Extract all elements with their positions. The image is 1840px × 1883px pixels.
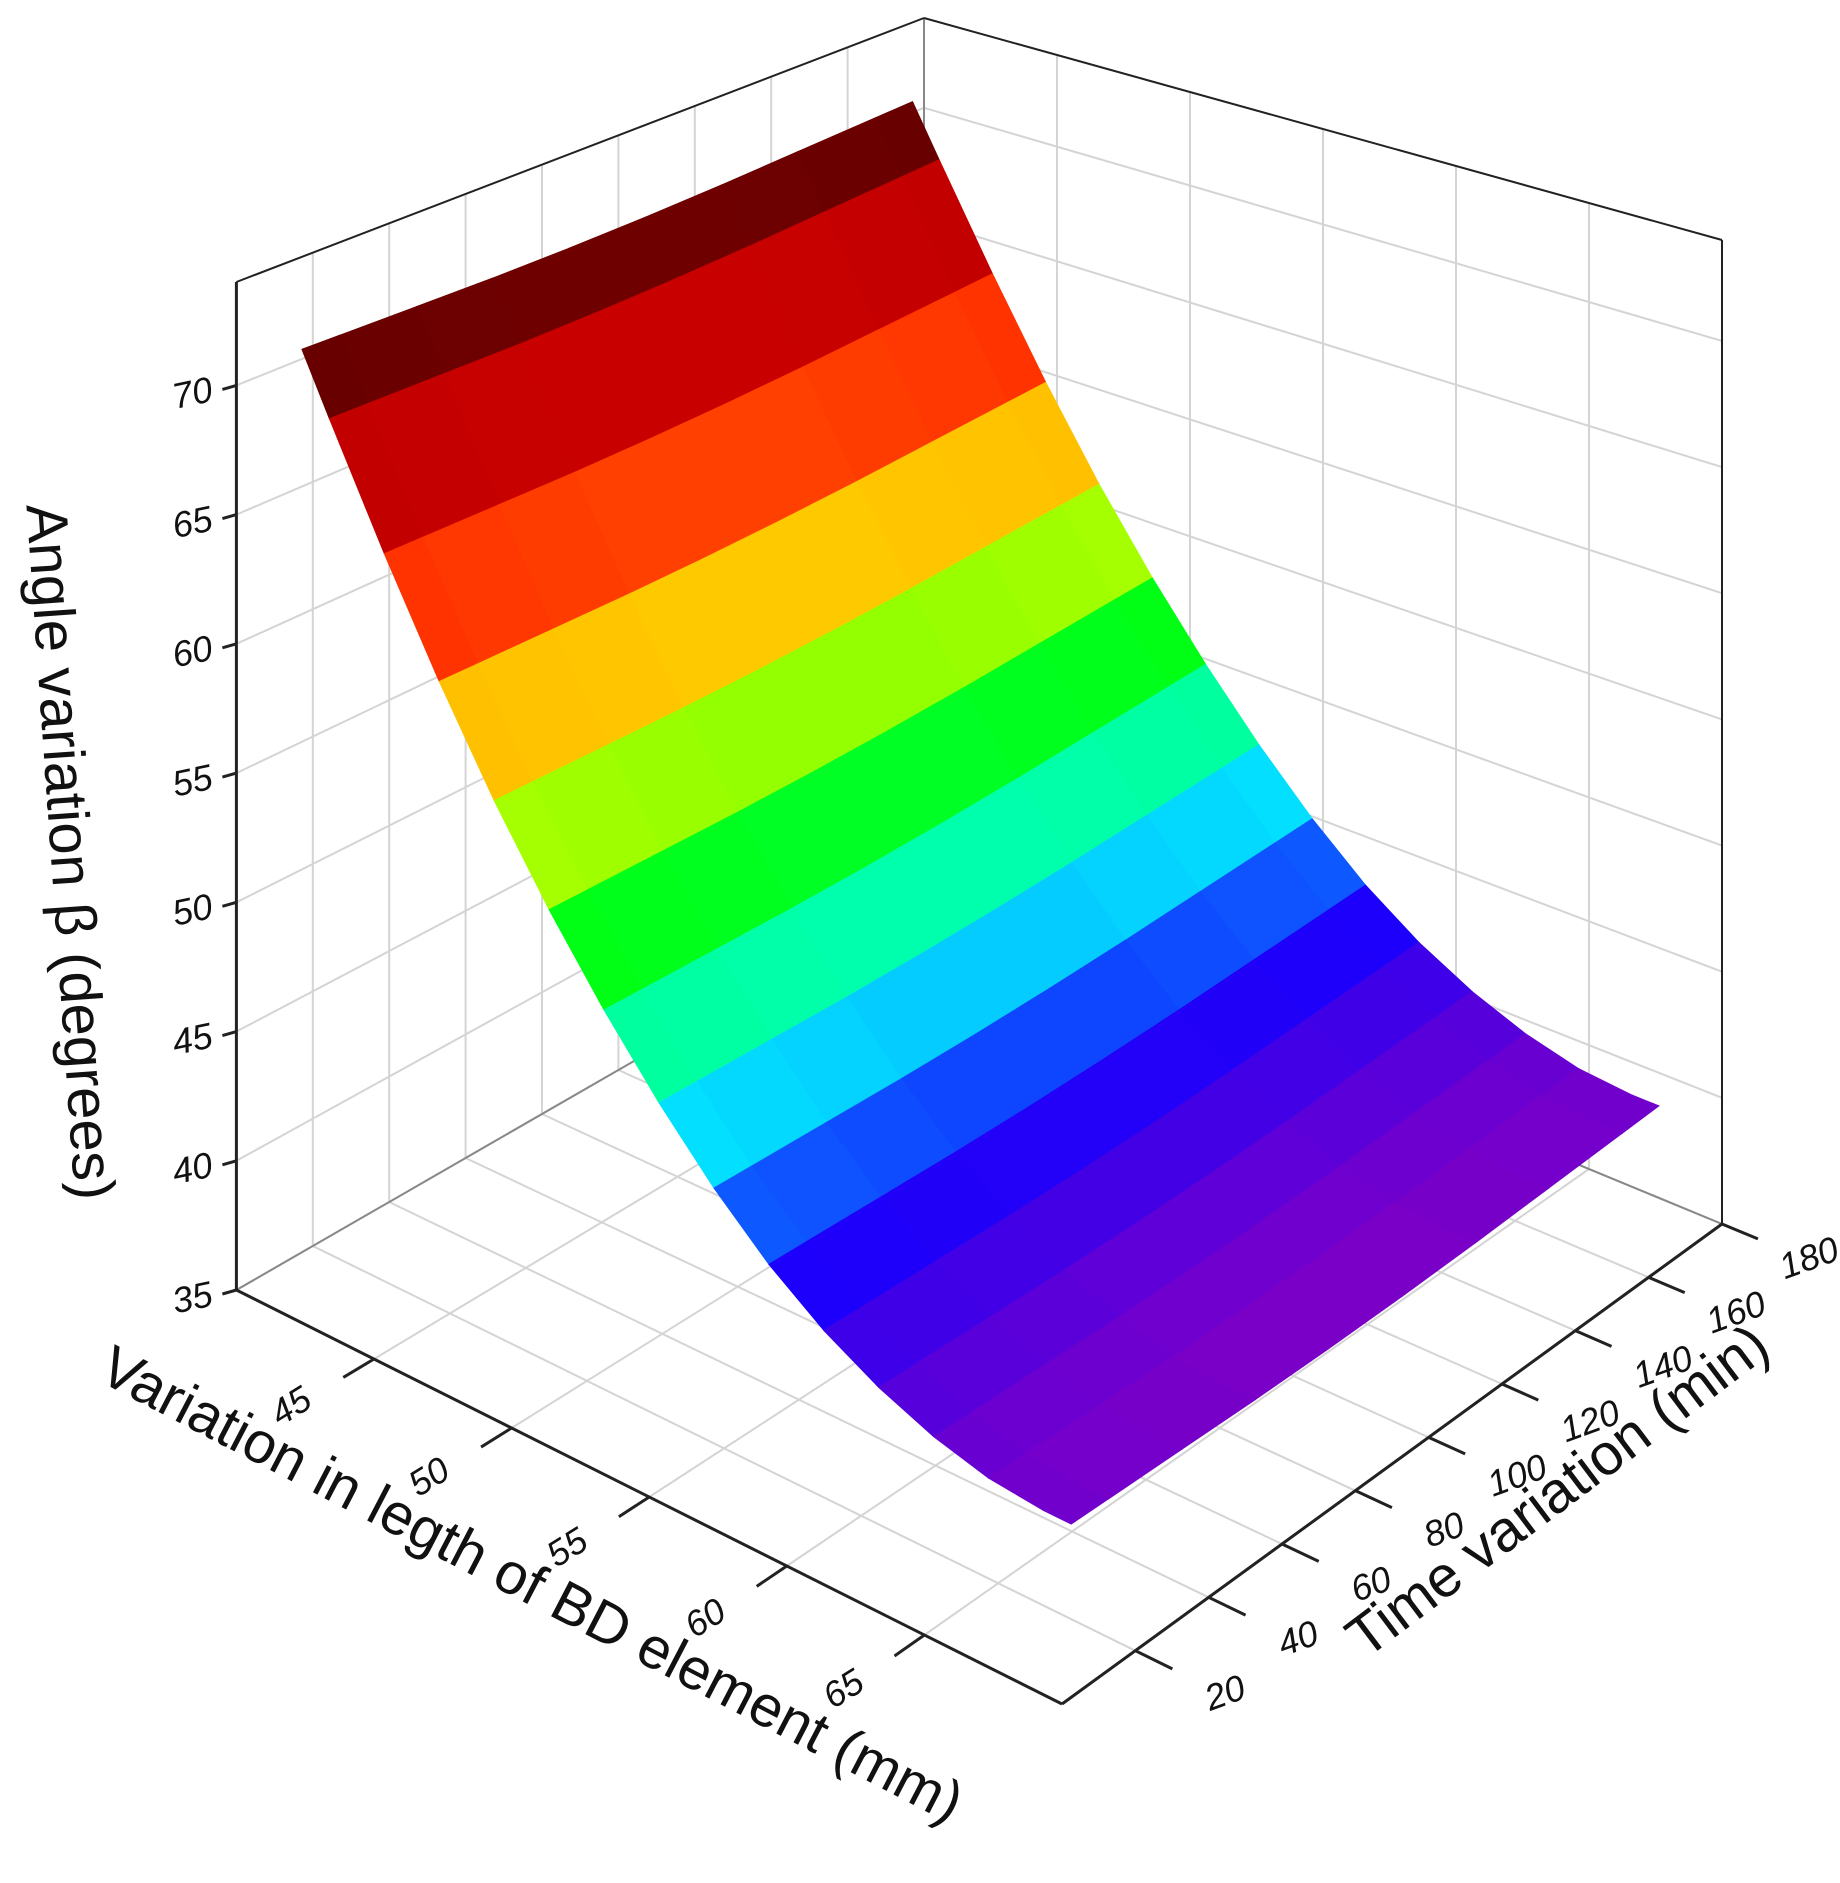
tick-mark	[1721, 1222, 1759, 1241]
x-axis-title: Variation in legth of BD element (mm)	[90, 1333, 974, 1835]
tick-mark	[1428, 1435, 1466, 1456]
surface	[301, 100, 1660, 1525]
y-tick-label: 180	[1774, 1228, 1840, 1287]
tick-mark	[1501, 1382, 1539, 1402]
tick-mark	[1208, 1595, 1247, 1617]
tick-mark	[755, 1564, 788, 1588]
tick-mark	[221, 771, 237, 779]
tick-mark	[221, 383, 237, 391]
tick-mark	[1354, 1489, 1393, 1509]
surface-cell	[1042, 1485, 1110, 1525]
z-axis-title: Angle variation β (degrees)	[13, 502, 126, 1202]
tick-mark	[893, 1633, 926, 1658]
z-tick-label: 65	[168, 497, 217, 546]
tick-mark	[221, 900, 237, 908]
z-tick-label: 45	[168, 1014, 217, 1063]
tick-mark	[221, 1030, 237, 1037]
y-axis-title: Time variation (min)	[1334, 1311, 1781, 1670]
z-tick-label: 50	[168, 885, 216, 933]
box-edge	[923, 17, 1723, 241]
axis-line	[1061, 1222, 1723, 1706]
tick-mark	[1648, 1275, 1686, 1294]
z-tick-label: 35	[168, 1273, 217, 1322]
y-tick-label: 40	[1272, 1612, 1324, 1664]
tick-mark	[221, 642, 237, 650]
tick-mark	[1281, 1542, 1320, 1563]
tick-mark	[221, 1288, 237, 1296]
z-tick-label: 40	[168, 1144, 216, 1192]
tick-mark	[1574, 1329, 1613, 1348]
z-tick-label: 60	[168, 627, 216, 675]
z-tick-label: 55	[168, 756, 217, 805]
tick-mark	[618, 1495, 651, 1518]
tick-mark	[1134, 1649, 1174, 1671]
grid-line	[923, 1168, 1590, 1636]
tick-mark	[480, 1426, 513, 1449]
tick-mark	[221, 1159, 237, 1167]
y-tick-label: 20	[1198, 1666, 1251, 1719]
tick-mark	[342, 1357, 375, 1379]
tick-mark	[221, 513, 237, 521]
box-edge	[236, 17, 925, 283]
z-tick-label: 70	[168, 368, 216, 416]
